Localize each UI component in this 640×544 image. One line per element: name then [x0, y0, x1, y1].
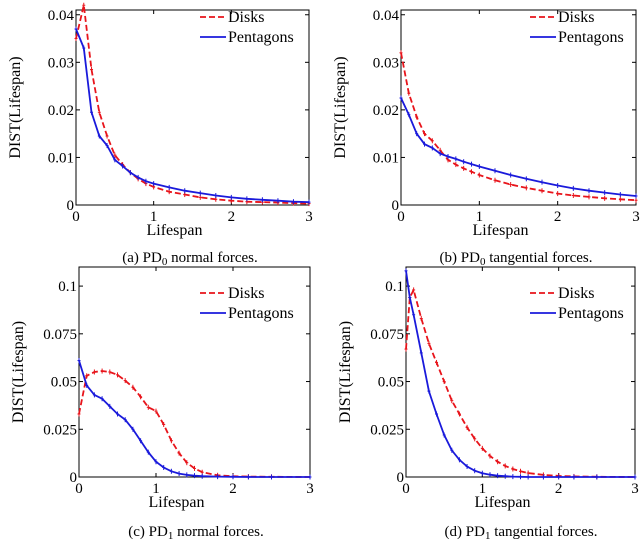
legend-label: Pentagons [558, 305, 624, 322]
y-tick-label: 0.03 [373, 55, 399, 71]
y-tick-label: 0 [392, 198, 400, 214]
y-tick-label: 0 [70, 470, 78, 486]
legend: Disks Pentagons [200, 9, 294, 46]
y-tick-label: 0.1 [58, 279, 77, 295]
chart-panel-b: 0 1 2 3 0 0.01 0.02 0.03 0.04 Lifespan DIST(Lifesp… [332, 8, 640, 268]
y-tick-label: 0.04 [373, 8, 400, 24]
y-tick-label: 0 [397, 470, 405, 486]
legend: Disks Pentagons [200, 285, 294, 322]
x-axis-label: Lifespan [149, 494, 205, 511]
series-pentagons [404, 268, 637, 480]
x-tick-label: 3 [632, 209, 640, 225]
legend: Disks Pentagons [530, 9, 624, 46]
x-tick-label: 1 [152, 481, 160, 497]
series-line [78, 360, 310, 478]
legend-label: Disks [558, 285, 594, 302]
series-pentagons [399, 95, 638, 199]
x-axis-label: Lifespan [473, 222, 529, 239]
y-tick-label: 0.1 [385, 279, 404, 295]
x-tick-label: 2 [228, 209, 236, 225]
chart-panel-d: 0 1 2 3 0 0.025 0.05 0.075 0.1 Lifespan DIST(Lifes… [337, 266, 639, 542]
y-tick-label: 0.02 [48, 103, 74, 119]
series-line [78, 370, 311, 478]
series-line [400, 52, 637, 202]
x-tick-label: 1 [150, 209, 158, 225]
y-tick-label: 0.075 [370, 327, 404, 343]
series-line [75, 28, 310, 203]
y-axis-label: DIST(Lifespan) [332, 56, 349, 158]
panel-caption: (d) PD1 tangential forces. [445, 524, 598, 542]
legend-label: Pentagons [558, 29, 624, 46]
series-pentagons [77, 358, 312, 480]
y-tick-label: 0.05 [378, 375, 404, 391]
panel-caption: (b) PD0 tangential forces. [440, 250, 593, 268]
x-tick-label: 0 [75, 481, 83, 497]
series-line [400, 97, 637, 197]
x-axis-label: Lifespan [475, 494, 531, 511]
legend-label: Pentagons [228, 29, 294, 46]
panel-caption: (c) PD1 normal forces. [128, 524, 263, 542]
x-axis-label: Lifespan [147, 222, 203, 239]
x-tick-label: 0 [397, 209, 405, 225]
x-tick-label: 2 [554, 209, 562, 225]
series-pentagons [74, 26, 311, 205]
x-tick-label: 1 [476, 209, 484, 225]
chart-panel-a: 0 1 2 3 0 0.01 0.02 0.03 0.04 Lifespan DIST(Lifesp… [7, 2, 313, 268]
x-tick-label: 3 [306, 481, 314, 497]
y-tick-label: 0 [67, 198, 75, 214]
x-tick-label: 3 [631, 481, 639, 497]
plot-frame [75, 9, 310, 206]
series-disks [399, 50, 638, 203]
y-tick-label: 0.01 [48, 150, 74, 166]
x-tick-label: 3 [305, 209, 313, 225]
y-tick-label: 0.025 [43, 422, 77, 438]
x-tick-label: 0 [402, 481, 410, 497]
legend-label: Disks [228, 9, 264, 26]
y-tick-label: 0.05 [51, 375, 77, 391]
y-tick-label: 0.025 [370, 422, 404, 438]
chart-panel-c: 0 1 2 3 0 0.025 0.05 0.075 0.1 Lifespan DIST(Lifes… [10, 266, 314, 542]
y-axis-label: DIST(Lifespan) [7, 56, 24, 158]
legend-label: Disks [228, 285, 264, 302]
y-tick-label: 0.075 [43, 327, 77, 343]
y-tick-label: 0.04 [48, 8, 75, 24]
legend-label: Disks [558, 9, 594, 26]
x-tick-label: 2 [555, 481, 563, 497]
legend-label: Pentagons [228, 305, 294, 322]
plot-frame [78, 266, 311, 478]
y-axis-label: DIST(Lifespan) [10, 321, 27, 423]
y-tick-label: 0.03 [48, 55, 74, 71]
plot-frame [400, 9, 637, 206]
panel-caption: (a) PD0 normal forces. [122, 250, 257, 268]
legend: Disks Pentagons [530, 285, 624, 322]
x-tick-label: 1 [479, 481, 487, 497]
series-disks [77, 368, 312, 480]
y-axis-label: DIST(Lifespan) [337, 321, 354, 423]
x-tick-label: 2 [229, 481, 237, 497]
y-tick-label: 0.01 [373, 150, 399, 166]
x-tick-label: 0 [72, 209, 80, 225]
y-tick-label: 0.02 [373, 103, 399, 119]
